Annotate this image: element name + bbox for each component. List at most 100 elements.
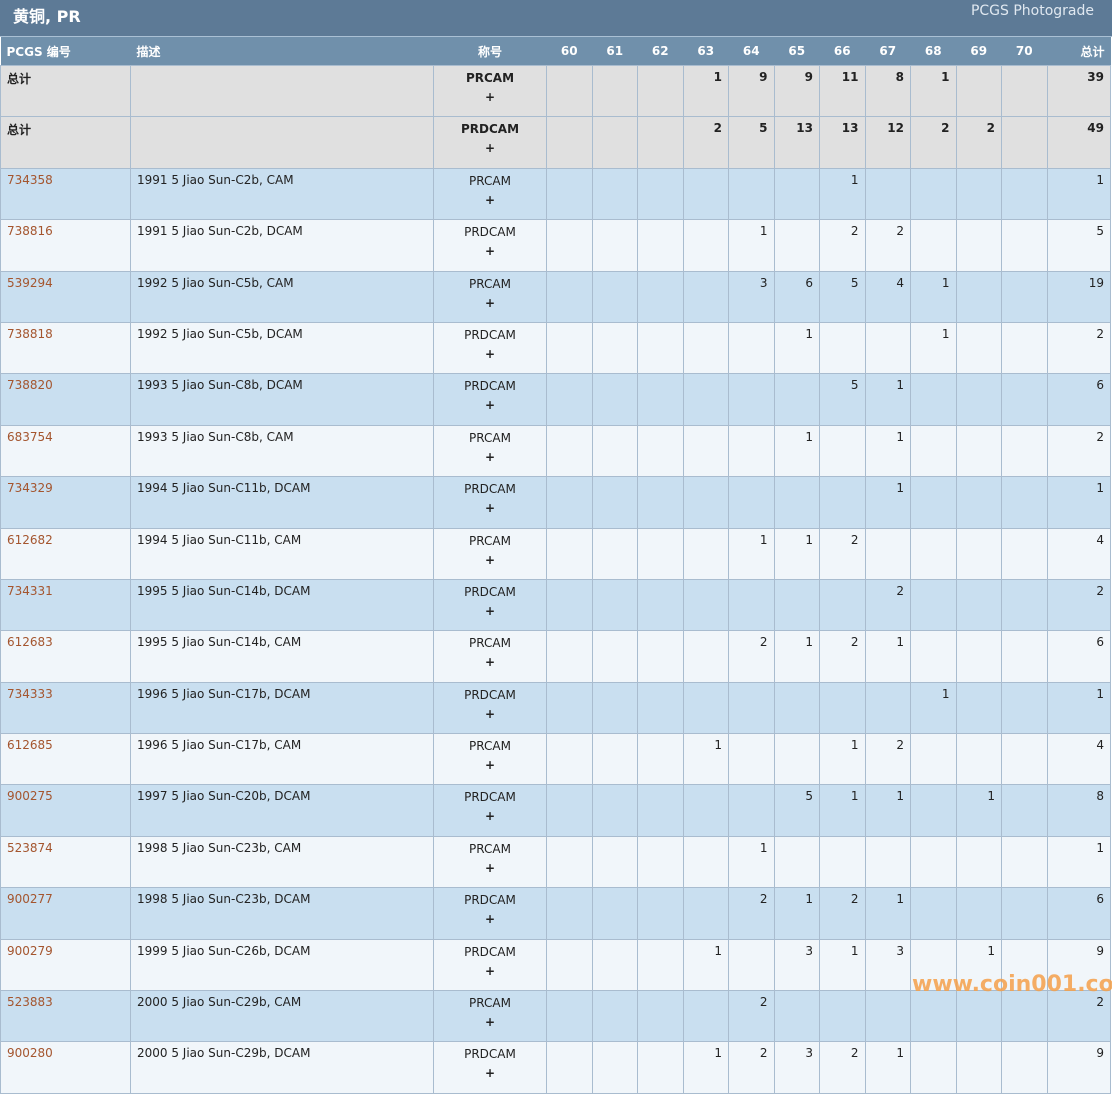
grade-count-62 <box>637 578 684 632</box>
pcgs-number-cell: 900280 <box>0 1041 131 1094</box>
grade-count-66 <box>819 835 866 889</box>
pcgs-number-link[interactable]: 734333 <box>7 686 53 701</box>
expand-plus-icon[interactable]: + <box>484 758 496 773</box>
table-row: 900277 1998 5 Jiao Sun-C23b, DCAM PRDCAM +2… <box>0 887 1111 940</box>
pcgs-number-link[interactable]: 900280 <box>7 1046 53 1061</box>
grade-count-60 <box>546 784 593 837</box>
expand-plus-icon[interactable]: + <box>484 912 496 927</box>
grade-count-70 <box>1001 784 1048 837</box>
pcgs-number-link[interactable]: 900275 <box>7 789 53 804</box>
pcgs-number-link[interactable]: 738816 <box>7 224 53 239</box>
expand-plus-icon[interactable]: + <box>484 860 496 875</box>
designation-cell: PRDCAM + <box>433 476 547 529</box>
grade-count-66: 2 <box>819 887 866 940</box>
grade-count-63 <box>682 681 729 735</box>
grade-count-65 <box>773 476 820 529</box>
expand-plus-icon[interactable]: + <box>484 90 496 104</box>
grade-count-70 <box>1001 321 1048 375</box>
grade-count-67: 1 <box>864 476 911 529</box>
pcgs-number-cell: 612682 <box>0 527 131 580</box>
photograde-link[interactable]: PCGS Photograde <box>970 3 1094 19</box>
grade-count-69 <box>955 990 1002 1043</box>
designation-label: PRCAM <box>469 276 511 291</box>
grade-count-68 <box>910 1041 957 1094</box>
column-header-row: PCGS 编号 描述 称号 60 61 62 63 64 65 66 67 68 69 70 总计 <box>0 37 1111 66</box>
expand-plus-icon[interactable]: + <box>484 501 496 516</box>
pcgs-number-cell: 523874 <box>0 835 131 889</box>
grade-count-63 <box>682 835 729 889</box>
description-cell: 1995 5 Jiao Sun-C14b, DCAM <box>130 578 434 632</box>
designation-cell: PRCAM + <box>433 733 547 786</box>
pcgs-number-link[interactable]: 612683 <box>7 635 53 650</box>
row-total: 1 <box>1046 167 1111 221</box>
expand-plus-icon[interactable]: + <box>484 809 496 824</box>
description-cell: 1998 5 Jiao Sun-C23b, DCAM <box>130 887 434 940</box>
grade-count-68: 1 <box>910 681 957 735</box>
grade-count-65 <box>773 681 820 735</box>
pcgs-number-link[interactable]: 738818 <box>7 326 53 341</box>
expand-plus-icon[interactable]: + <box>484 603 496 618</box>
grade-count-67: 1 <box>864 1041 911 1094</box>
pcgs-number-link[interactable]: 738820 <box>7 378 53 393</box>
designation-label: PRCAM <box>469 636 511 651</box>
expand-plus-icon[interactable]: + <box>484 706 496 721</box>
expand-plus-icon[interactable]: + <box>484 1066 496 1081</box>
expand-plus-icon[interactable]: + <box>484 192 496 207</box>
grade-count-64 <box>728 578 775 632</box>
grade-count-66: 1 <box>819 733 866 786</box>
expand-plus-icon[interactable]: + <box>484 295 496 310</box>
description-cell: 1991 5 Jiao Sun-C2b, DCAM <box>130 219 434 272</box>
designation-label: PRDCAM <box>464 584 516 599</box>
expand-plus-icon[interactable]: + <box>484 141 496 156</box>
pcgs-number-link[interactable]: 539294 <box>7 275 53 290</box>
grade-count-63 <box>682 424 729 478</box>
row-total: 1 <box>1046 681 1111 735</box>
pcgs-number-link[interactable]: 900277 <box>7 892 53 907</box>
pcgs-number-link[interactable]: 900279 <box>7 943 53 958</box>
grade-count-62 <box>637 167 684 221</box>
expand-plus-icon[interactable]: + <box>484 244 496 259</box>
expand-plus-icon[interactable]: + <box>484 346 496 361</box>
grade-count-64: 2 <box>728 990 775 1043</box>
expand-plus-icon[interactable]: + <box>484 398 496 413</box>
pcgs-number-link[interactable]: 612682 <box>7 532 53 547</box>
grade-count-68: 1 <box>910 321 957 375</box>
row-total: 2 <box>1046 424 1111 478</box>
description-cell: 1996 5 Jiao Sun-C17b, DCAM <box>130 681 434 735</box>
pcgs-number-cell: 734333 <box>0 681 131 735</box>
grade-count-62 <box>637 219 684 272</box>
expand-plus-icon[interactable]: + <box>484 449 496 464</box>
grade-count-64 <box>728 938 775 992</box>
designation-label: PRCAM <box>469 430 511 445</box>
pcgs-number-link[interactable]: 734358 <box>7 172 53 187</box>
table-row: 734331 1995 5 Jiao Sun-C14b, DCAM PRDCAM +2… <box>0 578 1111 632</box>
grade-count-63 <box>682 270 729 323</box>
grade-count-68 <box>910 938 957 992</box>
pcgs-number-link[interactable]: 734329 <box>7 481 53 496</box>
grade-count-60 <box>546 733 593 786</box>
grade-count-68 <box>910 167 957 221</box>
grade-count-69 <box>955 167 1002 221</box>
total-label: 总计 <box>0 64 131 118</box>
totals-row: 总计 PRDCAM +2 5 13 13 12 2 2 49 <box>0 116 1111 169</box>
grade-count-64 <box>728 373 775 426</box>
expand-plus-icon[interactable]: + <box>484 1015 496 1030</box>
grade-count-69 <box>955 476 1002 529</box>
grade-count-63: 2 <box>682 116 729 169</box>
designation-label: PRCAM <box>469 173 511 188</box>
expand-plus-icon[interactable]: + <box>484 655 496 670</box>
pcgs-number-link[interactable]: 612685 <box>7 738 53 753</box>
page-title: 黄铜, PR <box>13 7 81 26</box>
pcgs-number-cell: 738820 <box>0 373 131 426</box>
pcgs-number-link[interactable]: 523874 <box>7 840 53 855</box>
grade-count-61 <box>591 116 638 169</box>
description-cell: 2000 5 Jiao Sun-C29b, DCAM <box>130 1041 434 1094</box>
grade-count-61 <box>591 887 638 940</box>
pcgs-number-link[interactable]: 734331 <box>7 583 53 598</box>
grade-count-67: 8 <box>864 64 911 118</box>
expand-plus-icon[interactable]: + <box>484 552 496 567</box>
pcgs-number-link[interactable]: 683754 <box>7 429 53 444</box>
grade-count-67: 3 <box>864 938 911 992</box>
pcgs-number-link[interactable]: 523883 <box>7 995 53 1010</box>
expand-plus-icon[interactable]: + <box>484 963 496 978</box>
